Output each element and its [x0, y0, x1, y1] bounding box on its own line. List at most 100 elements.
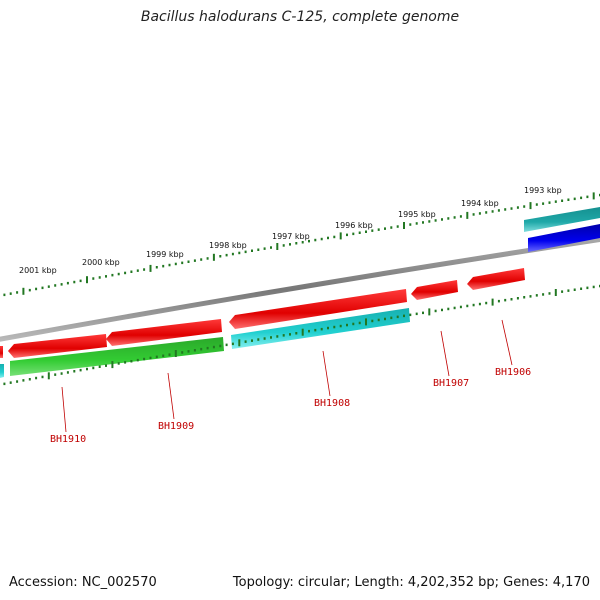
- scale-tick-minor: [295, 332, 298, 335]
- scale-tick-minor: [333, 235, 336, 239]
- scale-tick-minor: [251, 249, 253, 252]
- scale-tick-minor: [567, 198, 570, 201]
- gene-bh1906: [467, 268, 525, 290]
- scale-tick-minor: [516, 206, 519, 209]
- scale-tick-minor: [384, 317, 386, 321]
- scale-tick-minor: [276, 335, 279, 338]
- scale-tick-minor: [542, 293, 545, 296]
- scale-tick-minor: [251, 339, 253, 342]
- scale-tick-major: [174, 350, 177, 357]
- scale-tick-major: [22, 287, 25, 295]
- scale-tick-minor: [219, 255, 222, 258]
- scale-tick-minor: [510, 298, 513, 301]
- scale-tick-minor: [124, 271, 127, 275]
- scale-tick-minor: [415, 222, 418, 225]
- scale-tick-minor: [314, 238, 317, 242]
- scale-tick-minor: [206, 346, 209, 350]
- scale-tick-minor: [35, 287, 38, 291]
- gene-bh1908: [229, 289, 407, 329]
- scale-tick-minor: [409, 223, 412, 226]
- scale-tick-minor: [244, 340, 247, 343]
- feature-blue-top: [528, 224, 600, 252]
- scale-tick-minor: [504, 298, 507, 302]
- scale-tick-minor: [193, 349, 196, 352]
- scale-tick-minor: [9, 381, 12, 384]
- scale-tick-minor: [352, 322, 355, 326]
- scale-tick-minor: [143, 357, 146, 361]
- scale-tick-minor: [516, 297, 519, 300]
- scale-tick-minor: [231, 252, 234, 256]
- gene-label-bh1907: BH1907: [433, 378, 469, 389]
- scale-tick-major: [428, 308, 431, 316]
- scale-tick-minor: [573, 288, 576, 291]
- scale-tick-minor: [155, 266, 158, 269]
- scale-tick-minor: [28, 288, 31, 292]
- scale-tick-minor: [561, 290, 564, 293]
- scale-tick-minor: [130, 360, 133, 363]
- scale-tick-minor: [136, 269, 139, 272]
- scale-label: 1996 kbp: [335, 221, 373, 230]
- scale-tick-minor: [168, 353, 171, 356]
- scale-tick-major: [491, 298, 494, 306]
- scale-tick-minor: [54, 284, 57, 287]
- scale-tick-minor: [371, 319, 374, 323]
- scale-tick-minor: [66, 281, 69, 285]
- scale-tick-minor: [535, 203, 538, 206]
- scale-tick-minor: [377, 228, 380, 231]
- scale-tick-minor: [390, 316, 393, 320]
- scale-tick-minor: [79, 279, 82, 283]
- scale-tick-minor: [542, 202, 545, 205]
- scale-tick-minor: [295, 242, 298, 245]
- scale-tick-minor: [16, 380, 19, 383]
- scale-tick-minor: [529, 295, 532, 298]
- scale-tick-minor: [22, 379, 25, 382]
- scale-tick-minor: [79, 368, 82, 372]
- scale-tick-minor: [3, 382, 6, 386]
- scale-tick-minor: [200, 258, 203, 261]
- scale-tick-minor: [478, 212, 481, 215]
- scale-label: 1997 kbp: [272, 232, 310, 241]
- scale-tick-minor: [428, 220, 431, 223]
- scale-tick-minor: [28, 378, 31, 381]
- scale-tick-minor: [384, 227, 386, 230]
- scale-tick-minor: [60, 372, 63, 375]
- scale-tick-minor: [238, 251, 241, 255]
- scale-tick-minor: [130, 270, 133, 273]
- scale-tick-minor: [346, 233, 348, 237]
- scale-tick-minor: [377, 318, 380, 322]
- scale-tick-minor: [478, 302, 481, 306]
- scale-label: 1994 kbp: [461, 199, 499, 208]
- scale-tick-major: [339, 232, 342, 240]
- scale-tick-major: [276, 243, 279, 250]
- scale-tick-major: [554, 289, 557, 296]
- scale-tick-minor: [143, 268, 146, 271]
- scale-tick-minor: [47, 285, 50, 288]
- scale-tick-minor: [187, 260, 190, 263]
- scale-tick-minor: [35, 376, 38, 380]
- scale-tick-minor: [98, 365, 101, 368]
- scale-tick-minor: [98, 276, 101, 279]
- genome-backbone: [0, 236, 600, 342]
- scale-tick-minor: [257, 248, 260, 251]
- leader-line-bh1910: [61, 386, 67, 433]
- scale-tick-minor: [73, 280, 76, 284]
- scale-tick-minor: [149, 356, 152, 360]
- scale-tick-minor: [105, 275, 107, 278]
- scale-label: 1995 kbp: [398, 210, 436, 219]
- scale-tick-minor: [365, 230, 367, 233]
- scale-tick-minor: [586, 195, 589, 199]
- scale-tick-minor: [282, 334, 285, 337]
- scale-tick-minor: [371, 229, 374, 232]
- scale-tick-minor: [403, 314, 405, 318]
- scale-tick-minor: [225, 253, 228, 257]
- scale-tick-minor: [66, 371, 69, 374]
- scale-tick-minor: [333, 325, 336, 329]
- scale-tick-major: [47, 372, 50, 380]
- scale-tick-minor: [580, 287, 583, 290]
- scale-tick-minor: [86, 367, 88, 371]
- scale-label: 2001 kbp: [19, 266, 57, 275]
- scale-tick-minor: [282, 244, 285, 247]
- scale-tick-minor: [289, 333, 291, 336]
- scale-tick-minor: [415, 312, 418, 316]
